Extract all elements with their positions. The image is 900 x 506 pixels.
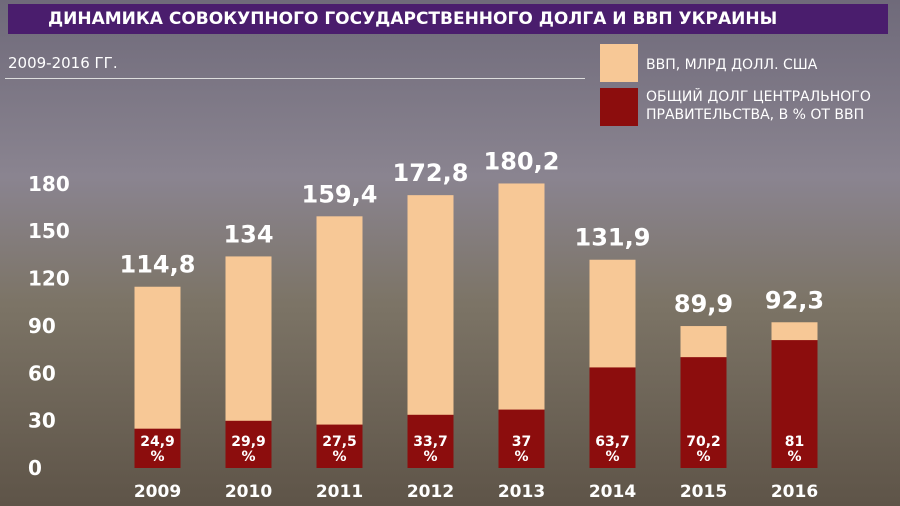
value-label: 37% [512, 434, 531, 465]
y-tick-label: 150 [28, 219, 70, 243]
value-label: 29,9% [231, 434, 266, 465]
value-label: 114,8 [120, 251, 196, 279]
bar [589, 367, 636, 468]
value-label: 63,7% [595, 434, 630, 465]
y-tick-label: 90 [28, 314, 56, 338]
value-label: 92,3 [765, 286, 824, 314]
y-tick-label: 60 [28, 361, 56, 385]
bar [225, 420, 272, 468]
value-label: 33,7% [413, 434, 448, 465]
value-label: 134 [223, 220, 273, 248]
subtitle: 2009-2016 ГГ. [8, 54, 118, 72]
legend-label: ОБЩИЙ ДОЛГ ЦЕНТРАЛЬНОГО ПРАВИТЕЛЬСТВА, В… [646, 89, 871, 123]
y-tick-label: 0 [28, 456, 42, 480]
divider [5, 78, 585, 79]
value-label: 89,9 [674, 290, 733, 318]
x-tick-label: 2013 [498, 482, 545, 502]
y-tick-label: 30 [28, 409, 56, 433]
x-tick-label: 2015 [680, 482, 727, 502]
bar [134, 428, 181, 468]
value-label: 172,8 [393, 159, 469, 187]
value-label: 180,2 [484, 147, 560, 175]
value-label: 70,2% [686, 434, 721, 465]
value-label: 159,4 [302, 180, 378, 208]
legend-label: ВВП, МЛРД ДОЛЛ. США [646, 57, 818, 73]
value-label: 24,9% [140, 434, 175, 465]
y-tick-label: 180 [28, 172, 70, 196]
x-tick-label: 2009 [134, 482, 181, 502]
x-tick-label: 2016 [771, 482, 818, 502]
legend-swatch [600, 88, 638, 126]
x-tick-label: 2012 [407, 482, 454, 502]
bar [498, 409, 545, 468]
bar [771, 340, 818, 468]
bar [680, 357, 727, 468]
y-tick-label: 120 [28, 267, 70, 291]
value-label: 131,9 [575, 224, 651, 252]
chart-title: ДИНАМИКА СОВОКУПНОГО ГОСУДАРСТВЕННОГО ДО… [8, 4, 888, 34]
value-label: 81% [785, 434, 804, 465]
x-tick-label: 2011 [316, 482, 363, 502]
legend-swatch [600, 44, 638, 82]
value-label: 27,5% [322, 434, 357, 465]
bar [407, 414, 454, 468]
x-tick-label: 2010 [225, 482, 272, 502]
bar [316, 424, 363, 468]
x-tick-label: 2014 [589, 482, 636, 502]
